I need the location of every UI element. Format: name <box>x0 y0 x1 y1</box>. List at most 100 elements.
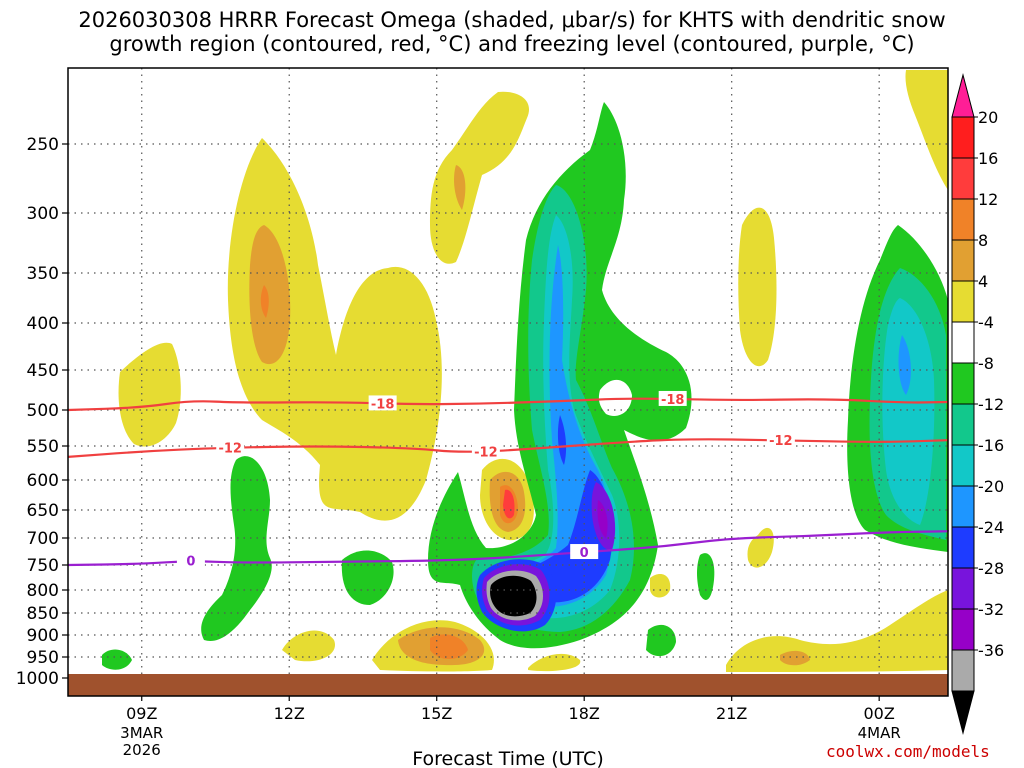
credit-text: coolwx.com/models <box>826 742 990 761</box>
contour-line--18 <box>67 397 949 412</box>
colorbar-swatch <box>951 198 975 241</box>
colorbar-swatch <box>951 239 975 282</box>
contour-label: -12 <box>769 434 793 449</box>
omega-neg-region <box>697 553 715 600</box>
x-tick-label: 15Z <box>421 704 452 723</box>
contour-label: 0 <box>580 546 589 561</box>
contour-label-bg <box>216 439 245 455</box>
colorbar-swatch <box>951 280 975 323</box>
x-tick-sublabel: 4MAR <box>858 724 901 742</box>
colorbar-label: 12 <box>978 190 998 209</box>
omega-pos-core <box>249 225 291 365</box>
contour-label: -18 <box>661 393 685 408</box>
colorbar-label: -20 <box>978 477 1004 496</box>
colorbar-swatch <box>951 157 975 200</box>
contour-label-bg <box>570 544 599 560</box>
contour-label-bg <box>471 443 500 459</box>
omega-pos-core <box>780 650 810 666</box>
colorbar-swatch <box>951 649 975 692</box>
y-tick-label: 300 <box>27 204 59 224</box>
y-tick-label: 700 <box>27 529 59 549</box>
omega-neg-region <box>646 624 676 657</box>
omega-neg-core <box>490 575 537 617</box>
x-tick-label: 21Z <box>716 704 747 723</box>
colorbar-bottom-arrow <box>951 690 975 735</box>
colorbar-label: 8 <box>978 231 988 250</box>
colorbar-label: 20 <box>978 108 998 127</box>
omega-pos-core <box>454 165 466 210</box>
y-tick-label: 850 <box>27 604 59 624</box>
temperature-contours: -18 -18 -12 -12 -12 0 0 <box>67 390 950 570</box>
colorbar-swatch <box>951 526 975 569</box>
colorbar-swatch <box>951 485 975 528</box>
x-axis-title: Forecast Time (UTC) <box>412 748 603 768</box>
colorbar: 20 16 12 8 4 -4 -8 -12 -16 -20 -24 -28 -32 -36 <box>951 73 1004 735</box>
omega-shading <box>102 70 948 672</box>
y-tick-label: 450 <box>27 361 59 381</box>
colorbar-label: 16 <box>978 149 998 168</box>
y-tick-label: 900 <box>27 626 59 646</box>
colorbar-swatch <box>951 444 975 487</box>
y-tick-label: 800 <box>27 581 59 601</box>
x-tick-sublabel: 3MAR <box>120 724 163 742</box>
x-tick-label: 09Z <box>126 704 157 723</box>
colorbar-top-arrow <box>951 73 975 118</box>
colorbar-label: -16 <box>978 436 1004 455</box>
contour-label-bg <box>368 395 397 411</box>
contour-label: -18 <box>371 397 395 412</box>
x-tick-label: 18Z <box>569 704 600 723</box>
axes: 2503003504004505005506006507007508008509… <box>16 135 901 768</box>
colorbar-label: -4 <box>978 313 994 332</box>
colorbar-label: -32 <box>978 600 1004 619</box>
omega-pos-core <box>503 489 515 519</box>
x-tick-sublabel: 2026 <box>123 741 161 759</box>
omega-neg-core <box>882 298 935 525</box>
x-tick-label: 00Z <box>864 704 895 723</box>
omega-neg-core <box>898 335 911 395</box>
colorbar-swatch <box>951 116 975 159</box>
contour-label-bg <box>658 390 687 406</box>
colorbar-swatch <box>951 608 975 651</box>
y-tick-label: 600 <box>27 471 59 491</box>
omega-neg-region <box>341 550 394 605</box>
title-line-1: 2026030308 HRRR Forecast Omega (shaded, … <box>78 8 946 32</box>
omega-pos-region <box>650 574 671 598</box>
colorbar-swatch <box>951 362 975 405</box>
colorbar-label: -24 <box>978 518 1004 537</box>
x-tick-label: 12Z <box>274 704 305 723</box>
colorbar-label: -36 <box>978 641 1004 660</box>
colorbar-label: -28 <box>978 559 1004 578</box>
omega-pos-region <box>528 653 581 672</box>
colorbar-swatch <box>951 403 975 446</box>
omega-pos-region <box>738 207 777 367</box>
omega-pos-region <box>430 91 530 264</box>
title-line-2: growth region (contoured, red, °C) and f… <box>109 32 915 56</box>
contour-label: -12 <box>218 442 242 457</box>
y-tick-label: 950 <box>27 648 59 668</box>
y-tick-label: 750 <box>27 556 59 576</box>
y-tick-label: 500 <box>27 401 59 421</box>
y-tick-label: 550 <box>27 437 59 457</box>
colorbar-label: -12 <box>978 395 1004 414</box>
ground-below-surface <box>68 674 948 696</box>
plot-frame <box>67 67 949 697</box>
y-tick-label: 650 <box>27 501 59 521</box>
y-tick-label: 1000 <box>16 669 59 689</box>
omega-neg-region <box>102 649 132 670</box>
colorbar-swatch <box>951 567 975 610</box>
y-tick-label: 400 <box>27 314 59 334</box>
omega-pos-region <box>905 70 948 190</box>
colorbar-label: 4 <box>978 272 988 291</box>
contour-label: -12 <box>474 445 498 460</box>
y-tick-label: 350 <box>27 264 59 284</box>
contour-label-bg <box>176 552 205 568</box>
omega-pos-core <box>430 634 468 659</box>
y-tick-label: 250 <box>27 135 59 155</box>
colorbar-label: -8 <box>978 354 994 373</box>
omega-pos-region <box>726 590 948 672</box>
omega-neg-core <box>557 415 567 465</box>
omega-pos-region <box>282 630 336 662</box>
omega-pos-core <box>260 285 269 318</box>
omega-pos-region <box>227 138 442 521</box>
